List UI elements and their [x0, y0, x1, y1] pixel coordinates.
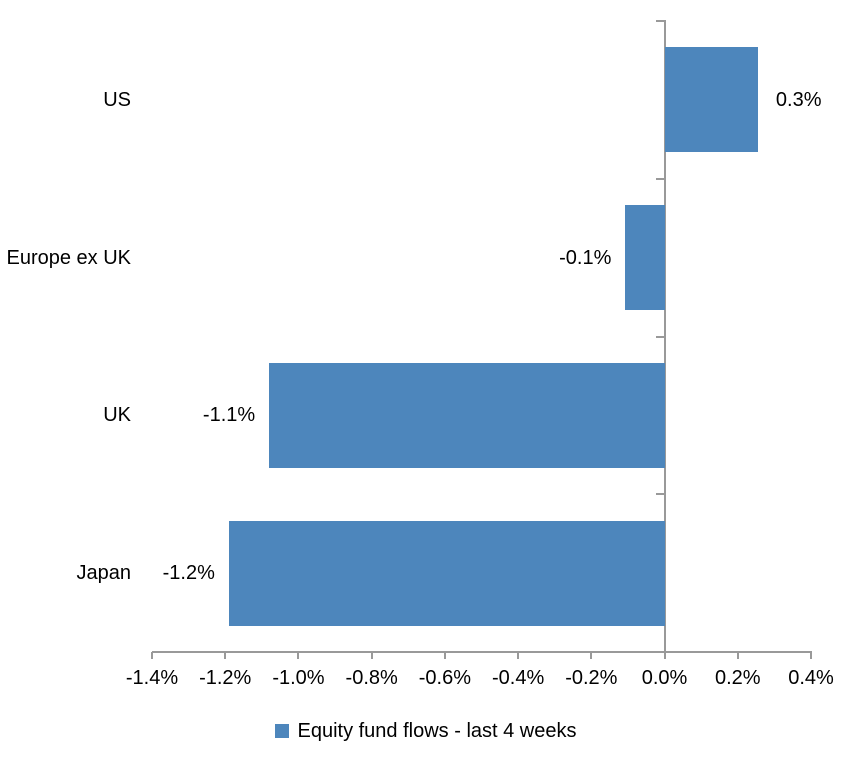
category-axis-tick	[655, 335, 664, 338]
x-axis-tick	[297, 652, 300, 659]
category-label-uk: UK	[103, 404, 131, 427]
category-label-japan: Japan	[76, 562, 132, 585]
bar-europe-ex-uk	[625, 205, 665, 311]
x-axis-tick	[151, 652, 153, 659]
value-label-us: 0.3%	[775, 88, 822, 111]
x-axis-tick-label: -0.2%	[565, 667, 618, 689]
x-axis-tick-label: -1.2%	[199, 667, 252, 689]
x-axis-line	[152, 651, 812, 653]
category-axis-tick	[655, 493, 664, 496]
value-label-europe-ex-uk: -0.1%	[559, 246, 612, 269]
x-axis-tick-label: -0.4%	[491, 667, 545, 689]
legend-label: Equity fund flows - last 4 weeks	[297, 720, 577, 742]
x-axis-tick-label: -0.6%	[418, 667, 471, 689]
bar-uk	[269, 362, 665, 468]
x-axis-tick	[370, 652, 373, 659]
category-label-europe-ex-uk: Europe ex UK	[6, 246, 131, 269]
category-axis-tick	[655, 20, 664, 22]
x-axis-tick-label: -1.0%	[272, 667, 325, 689]
x-axis-tick	[224, 652, 227, 659]
legend: Equity fund flows - last 4 weeks	[0, 719, 852, 743]
x-axis-tick-label: -0.8%	[345, 667, 398, 689]
bar-us	[664, 47, 758, 153]
value-label-japan: -1.2%	[162, 562, 215, 585]
x-axis-tick	[590, 652, 593, 659]
x-axis-tick-label: 0.0%	[641, 667, 688, 689]
x-axis-tick	[663, 652, 666, 659]
bar-japan	[228, 520, 665, 626]
x-axis-tick-label: 0.2%	[714, 667, 761, 689]
category-axis-tick	[655, 177, 664, 180]
x-axis-tick	[810, 652, 812, 659]
x-axis-tick	[517, 652, 520, 659]
x-axis-tick	[736, 652, 739, 659]
x-axis-tick-label: -1.4%	[125, 667, 179, 689]
legend-swatch-icon	[275, 724, 290, 738]
x-axis-tick-label: 0.4%	[788, 667, 834, 689]
value-label-uk: -1.1%	[202, 404, 256, 427]
category-axis-line	[663, 20, 666, 652]
category-label-us: US	[103, 88, 131, 111]
x-axis-tick	[443, 652, 446, 659]
